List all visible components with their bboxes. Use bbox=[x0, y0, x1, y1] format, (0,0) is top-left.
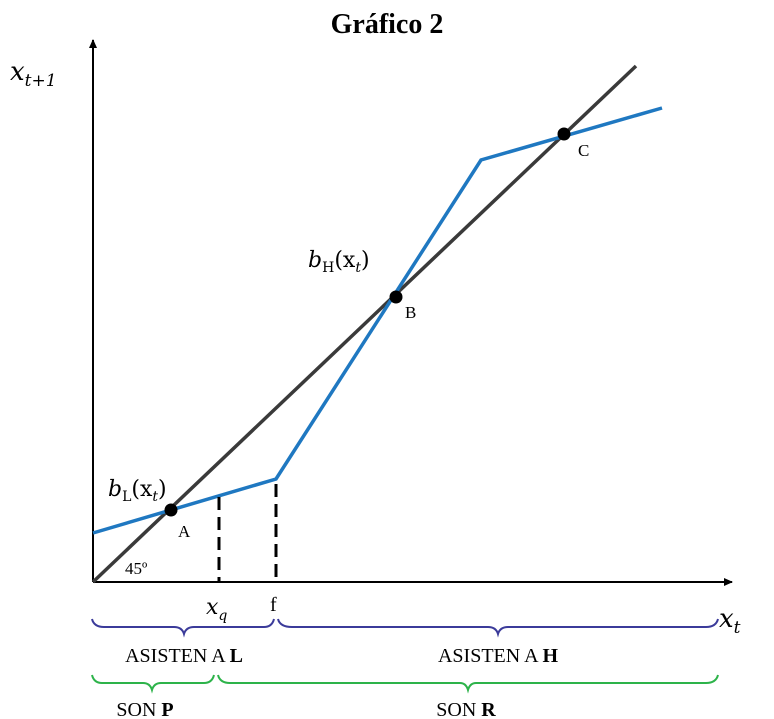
bracket-asisten-H bbox=[277, 618, 719, 638]
bL-curve-label: bL(xt) bbox=[108, 477, 167, 505]
x-axis-label: xt bbox=[719, 604, 741, 638]
y-axis-label: xt+1 bbox=[10, 57, 57, 91]
svg-text:xt+1: xt+1 bbox=[10, 57, 57, 91]
diagonal-45-line bbox=[91, 64, 638, 584]
point-A bbox=[164, 503, 178, 517]
son-R-label: SON R bbox=[436, 699, 496, 719]
point-A-label: A bbox=[178, 522, 191, 541]
svg-text:bL(xt): bL(xt) bbox=[108, 477, 167, 505]
point-B-label: B bbox=[405, 303, 416, 322]
svg-text:xt: xt bbox=[719, 604, 741, 638]
point-C-label: C bbox=[578, 141, 589, 160]
asisten-L-label: ASISTEN A L bbox=[125, 645, 243, 667]
bracket-son-R bbox=[217, 674, 719, 694]
point-C bbox=[557, 127, 571, 141]
chart-title: Gráfico 2 bbox=[331, 9, 444, 40]
f-label: f bbox=[270, 594, 277, 616]
asisten-H-label: ASISTEN A H bbox=[438, 645, 558, 667]
bracket-son-P bbox=[91, 674, 215, 694]
bH-curve-label: bH(xt) bbox=[308, 248, 370, 276]
point-B bbox=[389, 290, 403, 304]
svg-text:xq: xq bbox=[206, 595, 227, 624]
bracket-asisten-L bbox=[91, 618, 275, 638]
piecewise-curve bbox=[92, 106, 663, 535]
svg-text:bH(xt): bH(xt) bbox=[308, 248, 370, 276]
angle-label: 45º bbox=[125, 559, 147, 578]
xq-label: xq bbox=[206, 595, 227, 624]
son-P-label: SON P bbox=[116, 699, 173, 719]
